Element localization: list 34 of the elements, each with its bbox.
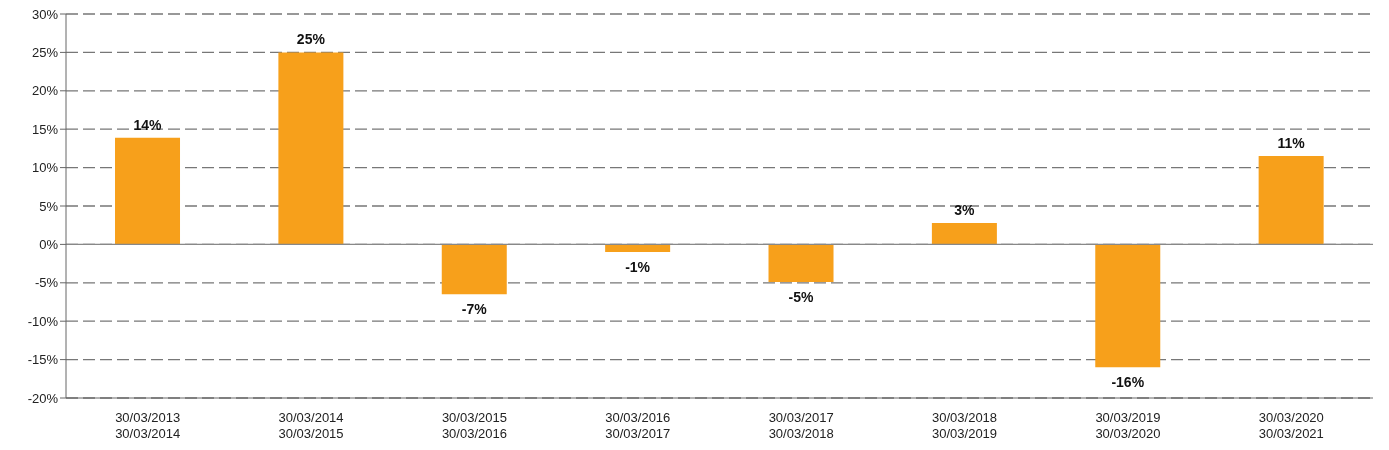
- data-label: -5%: [788, 289, 815, 306]
- data-label: 3%: [954, 201, 976, 218]
- x-tick-label: 30/03/2018 30/03/2019: [932, 410, 998, 441]
- bar: [278, 52, 344, 245]
- bar: [441, 244, 507, 295]
- y-tick-label: 0%: [39, 237, 59, 253]
- y-tick-label: -10%: [27, 313, 59, 329]
- data-label: 14%: [133, 116, 163, 133]
- x-tick-label: 30/03/2016 30/03/2017: [605, 410, 671, 441]
- bar: [931, 222, 997, 245]
- y-tick-label: -15%: [27, 352, 59, 368]
- y-tick-label: 20%: [31, 83, 59, 99]
- y-tick-label: 15%: [31, 121, 59, 137]
- bar: [1095, 244, 1161, 368]
- bar: [768, 244, 834, 283]
- y-tick-label: 5%: [39, 198, 59, 214]
- x-tick-label: 30/03/2013 30/03/2014: [115, 410, 181, 441]
- x-tick-label: 30/03/2020 30/03/2021: [1258, 410, 1324, 441]
- data-label: -1%: [625, 259, 651, 276]
- y-tick-label: 25%: [31, 45, 59, 61]
- y-tick-label: -20%: [27, 390, 59, 406]
- x-tick-label: 30/03/2017 30/03/2018: [768, 410, 834, 441]
- x-tick-label: 30/03/2015 30/03/2016: [441, 410, 507, 441]
- y-tick-label: 10%: [31, 160, 59, 176]
- x-tick-label: 30/03/2014 30/03/2015: [278, 410, 344, 441]
- data-label: -16%: [1111, 374, 1145, 391]
- y-tick-label: 30%: [31, 6, 59, 22]
- x-tick-label: 30/03/2019 30/03/2020: [1095, 410, 1161, 441]
- data-label: -7%: [461, 301, 488, 318]
- bar: [1258, 156, 1324, 245]
- y-tick-label: -5%: [34, 275, 59, 291]
- data-label: 25%: [296, 31, 326, 48]
- data-label: 11%: [1277, 135, 1306, 152]
- bar: [115, 137, 181, 245]
